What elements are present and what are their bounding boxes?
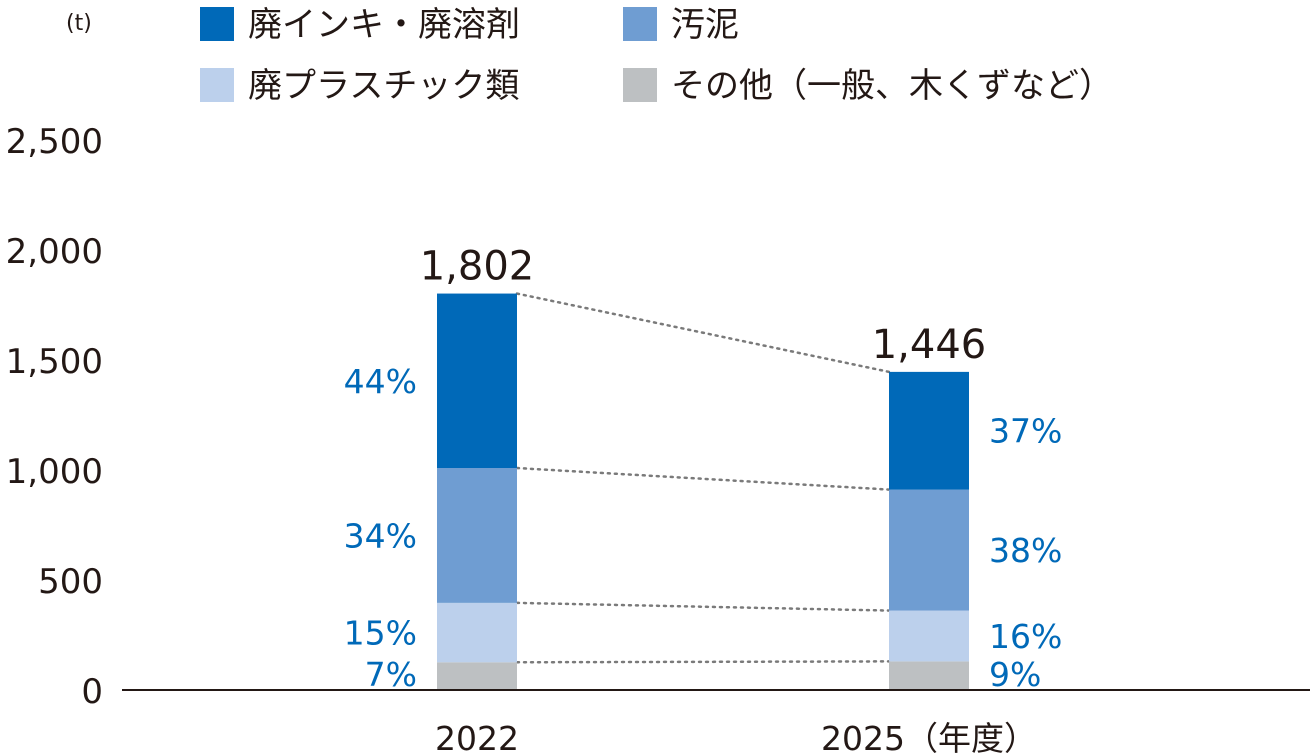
- legend: 廃インキ・廃溶剤 汚泥 廃プラスチック類 その他（一般、木くずなど）: [200, 5, 1113, 106]
- connector-line: [515, 292, 891, 374]
- total-label: 1,802: [420, 244, 535, 290]
- bar-segment: [889, 371, 969, 490]
- percent-label: 9%: [989, 655, 1041, 694]
- connector-line: [515, 660, 891, 664]
- legend-label-ink-solvent: 廃インキ・廃溶剤: [248, 5, 520, 45]
- percent-label: 38%: [989, 531, 1062, 570]
- percent-label: 7%: [365, 655, 417, 694]
- y-tick-label: 2,000: [6, 232, 103, 272]
- legend-swatch-ink-solvent: [200, 7, 234, 41]
- percent-label: 37%: [989, 412, 1062, 451]
- connector-line: [515, 466, 891, 491]
- percent-label: 44%: [344, 362, 417, 401]
- legend-swatch-other: [623, 68, 657, 102]
- legend-item-ink-solvent: 廃インキ・廃溶剤: [200, 5, 520, 45]
- y-tick-label: 500: [38, 562, 103, 602]
- legend-label-other: その他（一般、木くずなど）: [671, 66, 1113, 106]
- y-tick-label: 1,000: [6, 452, 103, 492]
- legend-label-plastic: 廃プラスチック類: [248, 66, 519, 106]
- legend-label-sludge: 汚泥: [671, 5, 739, 45]
- y-axis-unit: (t): [66, 11, 92, 36]
- percent-label: 34%: [344, 516, 417, 555]
- y-tick-label: 2,500: [6, 122, 103, 162]
- bars: [437, 293, 969, 690]
- legend-item-plastic: 廃プラスチック類: [200, 66, 519, 106]
- legend-item-sludge: 汚泥: [623, 5, 739, 45]
- total-label: 1,446: [872, 322, 987, 368]
- bar-segment: [437, 602, 517, 663]
- x-category-label: 2022: [435, 719, 519, 755]
- data-labels: 7%15% 34% 44% 1,802 9%16% 38% 37% 1,446: [344, 244, 1063, 694]
- legend-swatch-plastic: [200, 68, 234, 102]
- connector-line: [515, 601, 891, 612]
- bar-segment: [889, 661, 969, 690]
- y-tick-label: 1,500: [6, 342, 103, 382]
- legend-swatch-sludge: [623, 7, 657, 41]
- bar-segment: [889, 489, 969, 611]
- connector-lines: [515, 292, 891, 664]
- x-category-label: 2025（年度）: [821, 719, 1037, 755]
- bar-segment: [437, 468, 517, 603]
- y-axis-ticks: 0 500 1,000 1,500 2,000 2,500: [6, 122, 103, 712]
- bar-segment: [437, 662, 517, 690]
- x-axis-labels: 2022 2025（年度）: [435, 719, 1037, 755]
- y-tick-label: 0: [81, 672, 103, 712]
- percent-label: 15%: [344, 614, 417, 653]
- bar-segment: [889, 610, 969, 662]
- legend-item-other: その他（一般、木くずなど）: [623, 66, 1113, 106]
- percent-label: 16%: [989, 617, 1062, 656]
- bar-segment: [437, 293, 517, 469]
